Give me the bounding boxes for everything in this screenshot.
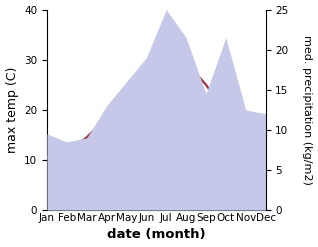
Y-axis label: max temp (C): max temp (C) — [5, 67, 18, 153]
X-axis label: date (month): date (month) — [107, 228, 205, 242]
Y-axis label: med. precipitation (kg/m2): med. precipitation (kg/m2) — [302, 35, 313, 185]
